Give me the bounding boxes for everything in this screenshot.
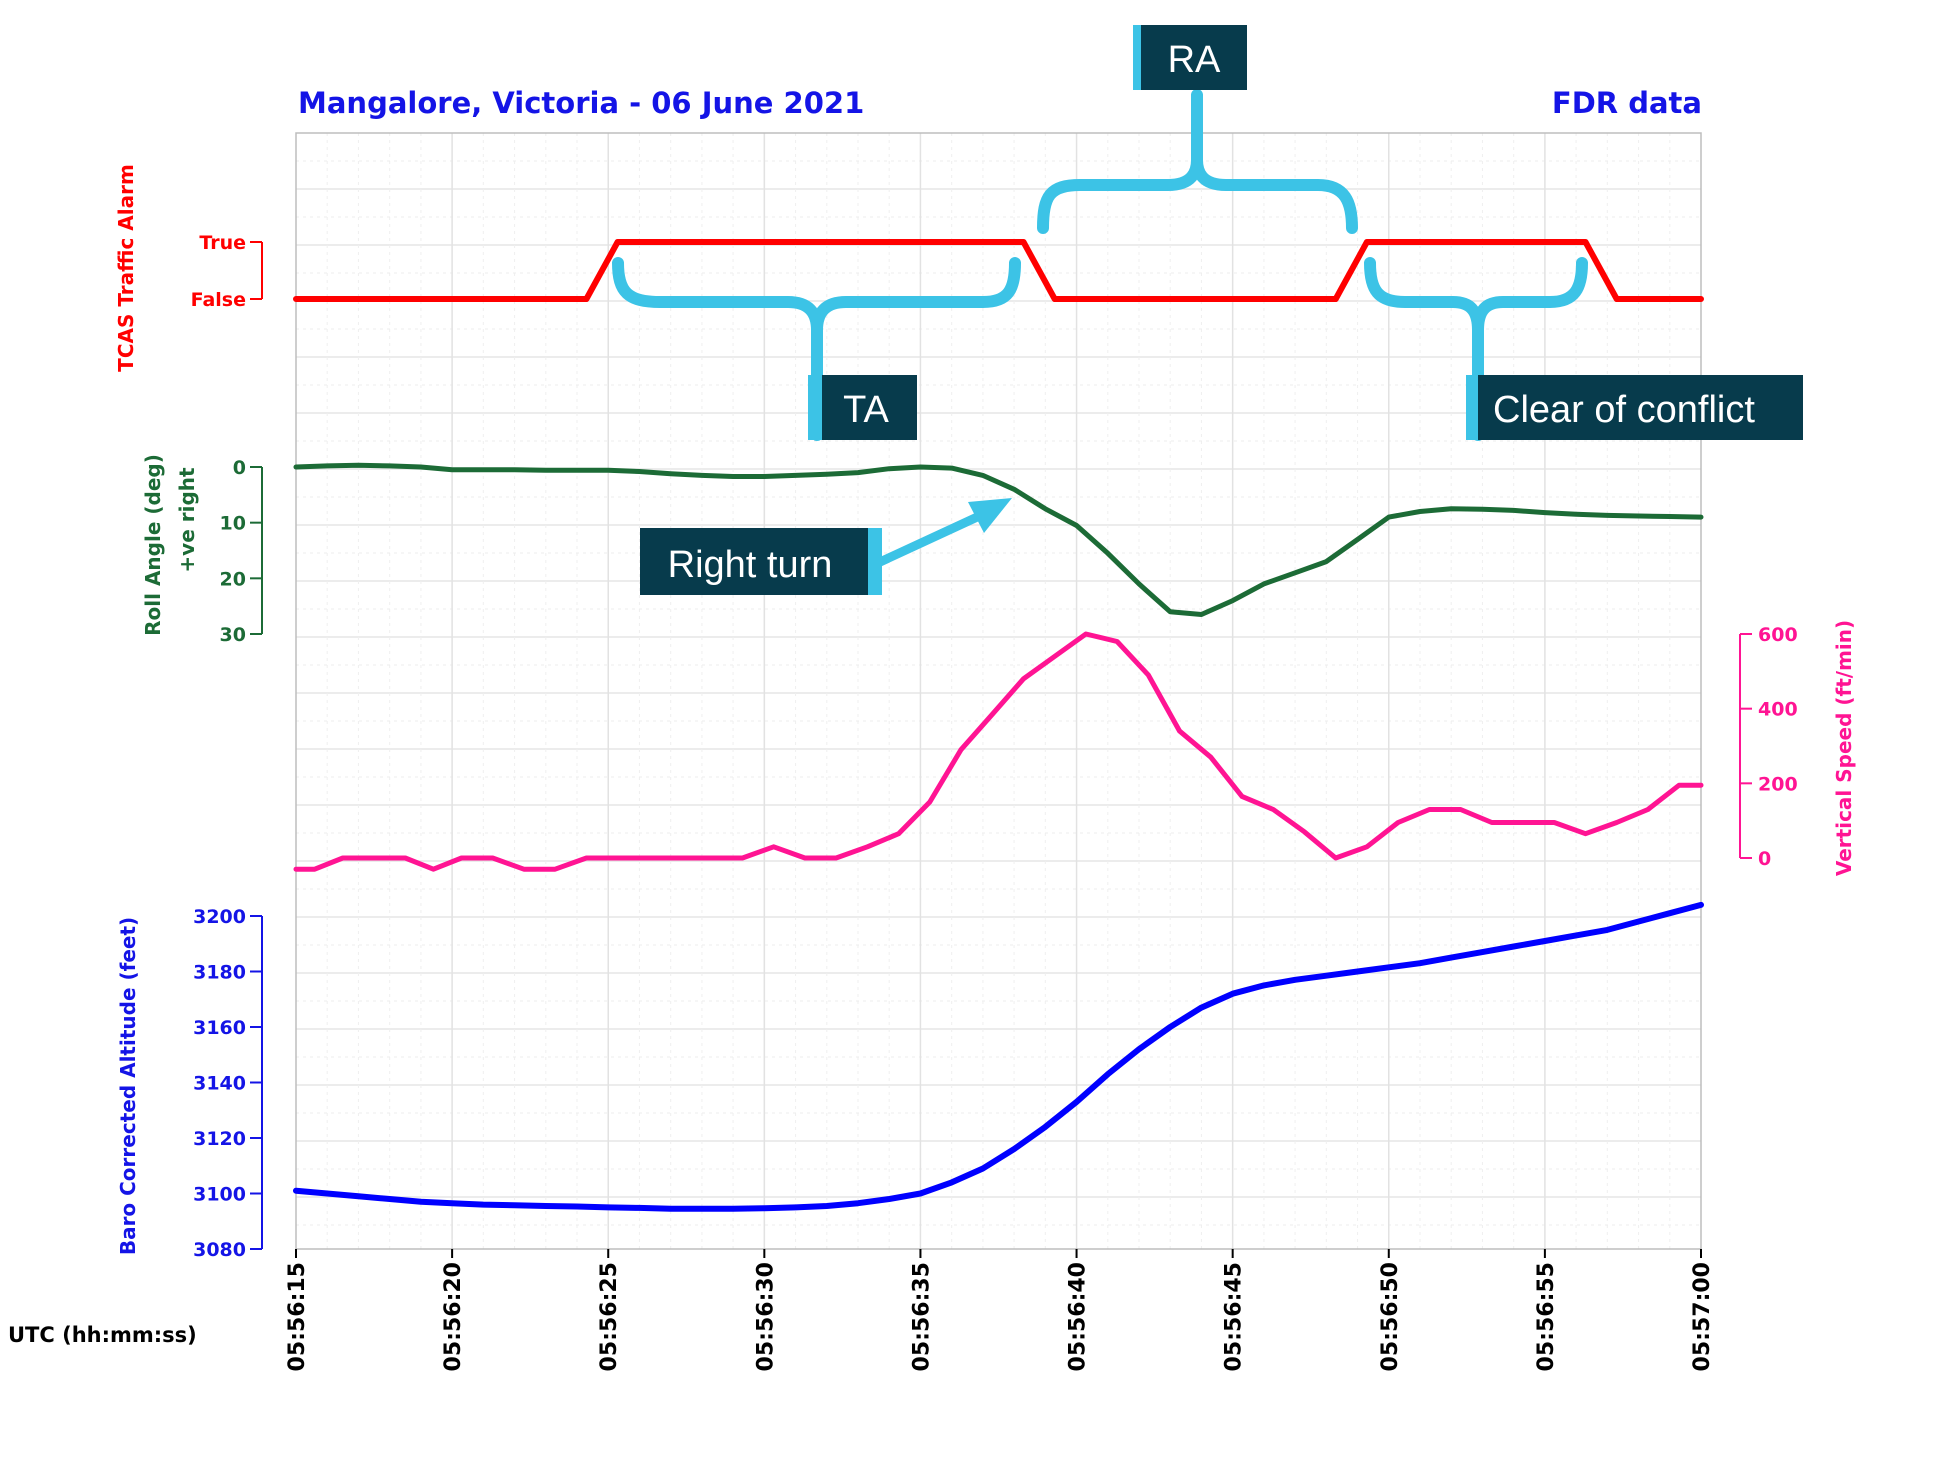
x-tick-label: 05:56:30 bbox=[753, 1262, 778, 1371]
x-tick-label: 05:56:45 bbox=[1222, 1262, 1247, 1371]
vspeed-tick-label: 400 bbox=[1758, 699, 1798, 721]
vspeed-tick-label: 0 bbox=[1758, 848, 1771, 870]
x-axis: 05:56:15 05:56:20 05:56:25 05:56:30 05:56:35… bbox=[285, 1249, 1715, 1371]
x-tick-label: 05:57:00 bbox=[1690, 1262, 1715, 1371]
y-axes: True False 0 10 20 30 0 200 400 600 3080 3100 3120 31… bbox=[191, 232, 1798, 1261]
x-tick-label: 05:56:15 bbox=[285, 1262, 310, 1371]
x-tick-label: 05:56:55 bbox=[1534, 1262, 1559, 1371]
x-tick-label: 05:56:50 bbox=[1378, 1262, 1403, 1371]
ta-brace bbox=[612, 257, 1021, 441]
roll-axis-subtitle: +ve right bbox=[175, 467, 199, 573]
tcas-tick-label: True bbox=[199, 232, 246, 254]
ra-callout-label: RA bbox=[1168, 39, 1221, 81]
altitude-tick-label: 3180 bbox=[193, 962, 246, 984]
altitude-tick-label: 3200 bbox=[193, 906, 246, 928]
roll-tick-label: 0 bbox=[233, 457, 246, 479]
right-turn-arrow-shaft bbox=[875, 507, 993, 567]
roll-tick-label: 20 bbox=[220, 568, 246, 590]
roll-tick-label: 30 bbox=[220, 624, 246, 646]
clear-callout bbox=[1478, 375, 1803, 440]
x-tick-label: 05:56:25 bbox=[597, 1262, 622, 1371]
vspeed-tick-label: 200 bbox=[1758, 773, 1798, 795]
altitude-tick-label: 3120 bbox=[193, 1128, 246, 1150]
ra-callout bbox=[1141, 25, 1247, 90]
altitude-series-line bbox=[293, 901, 1704, 1212]
right-turn-callout bbox=[640, 528, 875, 595]
right-turn-callout-label: Right turn bbox=[668, 544, 833, 586]
altitude-tick-label: 3080 bbox=[193, 1239, 246, 1261]
clear-callout-label: Clear of conflict bbox=[1493, 389, 1755, 431]
ta-callout-label: TA bbox=[843, 389, 889, 431]
x-axis-title: UTC (hh:mm:ss) bbox=[8, 1323, 197, 1347]
roll-tick-label: 10 bbox=[220, 513, 246, 535]
x-tick-label: 05:56:35 bbox=[909, 1262, 934, 1371]
altitude-tick-label: 3140 bbox=[193, 1073, 246, 1095]
ta-callout-accent bbox=[808, 375, 826, 440]
vspeed-axis-title: Vertical Speed (ft/min) bbox=[1832, 620, 1856, 876]
x-tick-label: 05:56:20 bbox=[441, 1262, 466, 1371]
clear-brace bbox=[1364, 257, 1588, 441]
ra-brace bbox=[1037, 89, 1358, 234]
x-tick-label: 05:56:40 bbox=[1066, 1262, 1091, 1371]
right-turn-arrow-head bbox=[968, 498, 1012, 533]
tcas-tick-label: False bbox=[191, 289, 246, 311]
chart-subtitle: FDR data bbox=[1552, 86, 1702, 120]
ta-callout bbox=[822, 375, 917, 440]
annotations: RA TA Clear of conflict Right turn bbox=[612, 25, 1803, 595]
series-layer bbox=[293, 239, 1704, 1212]
plot-frame bbox=[295, 132, 1702, 1250]
tcas-series-line bbox=[293, 239, 1704, 302]
vspeed-tick-label: 600 bbox=[1758, 624, 1798, 646]
altitude-axis-title: Baro Corrected Altitude (feet) bbox=[116, 917, 140, 1255]
vspeed-series-line bbox=[293, 631, 1704, 872]
right-turn-callout-accent bbox=[868, 528, 882, 595]
altitude-tick-label: 3100 bbox=[193, 1184, 246, 1206]
altitude-tick-label: 3160 bbox=[193, 1017, 246, 1039]
roll-axis-title: Roll Angle (deg) bbox=[141, 454, 165, 636]
chart-title: Mangalore, Victoria - 06 June 2021 bbox=[298, 86, 864, 120]
tcas-axis-title: TCAS Traffic Alarm bbox=[114, 164, 138, 372]
roll-series-line bbox=[293, 462, 1704, 617]
